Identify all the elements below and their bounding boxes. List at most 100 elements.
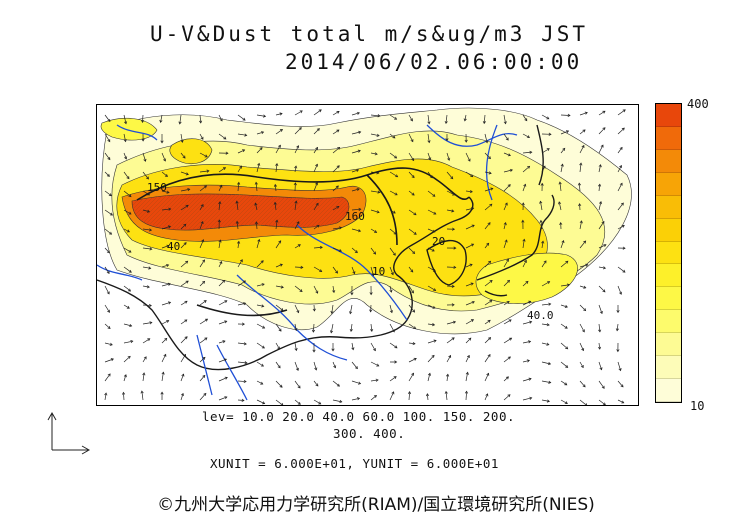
wind-vector [522,114,528,122]
map-datetime: 2014/06/02.06:00:00 [285,50,583,74]
wind-vector [408,266,414,273]
wind-vector [218,114,223,122]
wind-vector [351,130,362,135]
wind-vector [351,380,362,385]
wind-vector [617,380,624,388]
wind-vector [598,323,602,333]
wind-vector [256,147,263,154]
wind-vector [275,144,281,154]
wind-vector [294,380,301,389]
wind-vector [351,207,362,211]
wind-vector [123,304,130,309]
wind-vector [123,323,133,328]
wind-vector [541,165,546,173]
wind-vector [522,150,533,154]
wind-vector [598,127,606,135]
wind-vector [484,187,494,192]
wind-vector [161,244,170,249]
wind-vector [484,222,491,230]
wind-vector [617,182,623,192]
wind-vector [484,152,491,160]
wind-vector [522,359,530,363]
coastline-mainland [97,196,474,371]
wind-vector [275,219,279,230]
copyright-credit: ©九州大学応用力学研究所(RIAM)/国立環境研究所(NIES) [157,495,595,515]
wind-vector [237,398,245,402]
colorbar-swatch [656,241,681,265]
wind-vector [598,244,607,249]
wind-vector [522,340,532,344]
wind-vector [446,337,455,344]
wind-vector [560,380,568,386]
wind-vector [104,323,111,329]
wind-vector [444,114,448,125]
wind-vector [389,266,394,276]
wind-vector [294,145,300,154]
wind-vector [330,323,334,334]
wind-vector [503,301,510,306]
wind-vector [332,129,340,135]
wind-vector [617,266,626,273]
wind-vector [370,266,375,277]
wind-vector [104,342,113,346]
wind-vector [256,342,265,349]
colorbar-swatch [656,195,681,219]
wind-vector [598,399,606,405]
wind-vector [142,190,151,196]
wind-vector [161,371,165,382]
wind-vector [332,266,338,274]
wind-vector [313,146,318,154]
wind-vector [142,321,153,325]
wind-vector [598,110,606,116]
wind-vector [370,228,378,233]
wind-vector [275,263,283,268]
wind-vector [465,171,474,178]
wind-vector [578,203,582,211]
wind-vector [142,303,152,308]
wind-vector [446,303,455,307]
wind-vector [275,162,279,173]
wind-vector [349,323,353,332]
wind-vector [351,228,362,233]
wind-vector [427,354,435,363]
wind-vector [369,285,373,296]
wind-vector [370,361,380,367]
wind-vector [503,319,512,325]
wind-vector [237,259,243,268]
dust-concentration-layer [100,107,632,335]
wind-vector [521,219,525,230]
wind-vector [370,342,376,352]
wind-vector [313,202,319,211]
wind-vector [617,285,623,295]
dust-map: 150 40 20 10 160 40.0 [96,104,639,406]
colorbar-swatch [656,126,681,150]
wind-vector [427,133,431,144]
wind-vector [579,285,587,289]
wind-vector [389,342,398,349]
wind-vector [558,181,562,192]
wind-vector [598,380,605,389]
wind-vector [142,152,147,162]
wind-vector [370,395,377,401]
wind-vector [123,171,130,180]
wind-vector [180,152,186,159]
wind-vector [541,399,550,403]
wind-vector [199,259,205,268]
wind-vector [522,259,527,268]
wind-vector [541,148,550,154]
wind-vector [446,354,452,363]
wind-vector [408,209,417,216]
wind-vector [370,247,377,255]
wind-vector [180,223,187,230]
wind-vector [560,113,571,117]
wind-vector [484,300,493,306]
wind-vector [104,373,111,382]
wind-vector [579,162,583,173]
wind-vector [237,280,246,287]
colorbar-swatch [656,264,681,288]
wind-vector [273,183,278,192]
wind-vector [617,127,625,135]
wind-vector [503,376,509,382]
wind-vector [408,171,415,179]
coastline-korea [426,239,467,286]
